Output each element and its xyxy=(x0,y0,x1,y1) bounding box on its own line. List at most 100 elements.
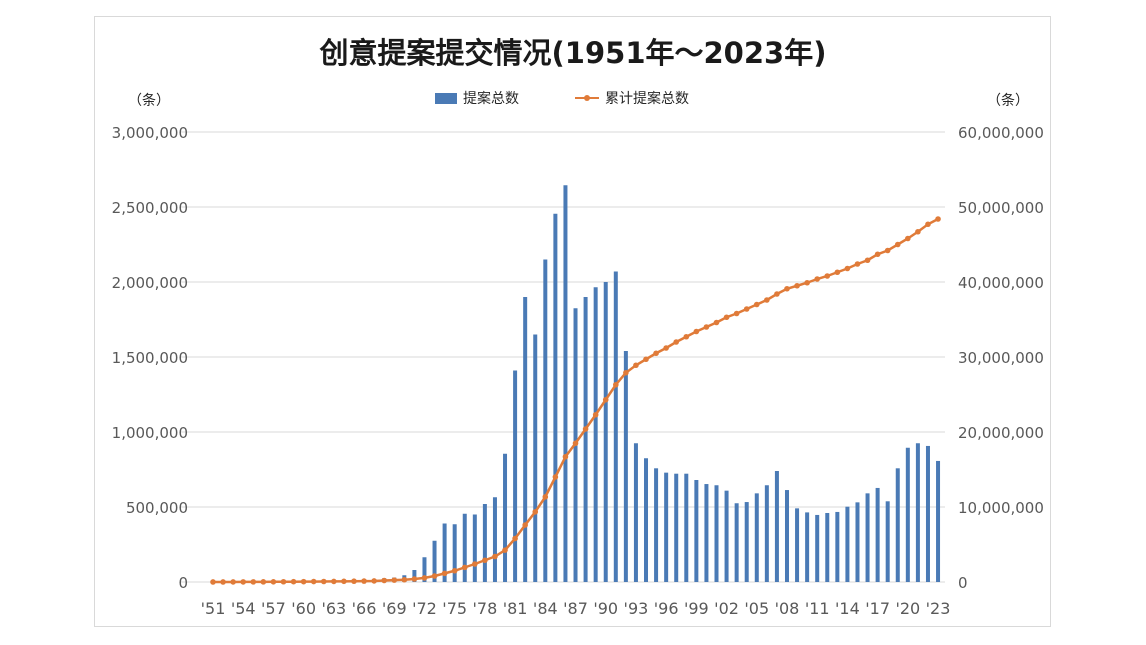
line-point xyxy=(633,362,639,369)
line-point xyxy=(421,575,428,581)
bar xyxy=(865,493,870,582)
line-point xyxy=(915,228,921,235)
line-point xyxy=(512,535,518,542)
line-point xyxy=(774,291,780,297)
line-point xyxy=(341,578,347,585)
line-point xyxy=(894,241,901,248)
line-point xyxy=(562,453,569,460)
line-point xyxy=(492,553,498,560)
x-tick-label: '84 xyxy=(533,599,558,618)
legend-item-line: 累计提案总数 xyxy=(575,88,689,108)
line-point xyxy=(794,282,800,289)
bar xyxy=(825,513,830,582)
line-point xyxy=(391,577,398,583)
bar xyxy=(644,458,649,582)
line-point xyxy=(723,314,730,321)
right-tick-label: 50,000,000 xyxy=(958,199,1044,217)
x-tick-label: '96 xyxy=(654,599,679,618)
line-point xyxy=(623,369,629,376)
line-point xyxy=(320,578,327,585)
line-point xyxy=(461,564,468,571)
line-point xyxy=(240,579,247,585)
bar xyxy=(915,443,920,582)
line-point xyxy=(230,579,236,585)
line-point xyxy=(804,279,810,286)
bar xyxy=(754,493,759,582)
bar-series xyxy=(211,185,941,582)
line-point xyxy=(733,310,740,317)
x-tick-label: '51 xyxy=(201,599,226,618)
bar xyxy=(694,480,699,582)
line-point xyxy=(552,474,559,480)
bar xyxy=(805,512,810,582)
bar xyxy=(583,297,588,582)
line-point xyxy=(935,216,941,222)
legend: 提案总数 累计提案总数 xyxy=(0,88,1146,108)
line-point xyxy=(864,257,871,264)
line-point xyxy=(814,276,820,282)
bar xyxy=(664,472,669,582)
line-point xyxy=(663,345,669,351)
legend-label-bar: 提案总数 xyxy=(463,91,519,107)
bar xyxy=(835,511,840,582)
legend-line-swatch-icon xyxy=(575,92,599,104)
x-tick-label: '78 xyxy=(473,599,498,618)
line-point xyxy=(824,273,831,279)
bar xyxy=(905,447,910,582)
line-point xyxy=(411,576,418,582)
legend-label-line: 累计提案总数 xyxy=(605,91,689,107)
x-tick-label: '63 xyxy=(321,599,346,618)
bar xyxy=(845,506,850,582)
line-point xyxy=(472,561,478,567)
bar xyxy=(764,485,769,582)
line-point xyxy=(743,306,750,312)
bar xyxy=(936,460,941,582)
bar xyxy=(523,297,528,582)
x-tick-label: '87 xyxy=(563,599,588,618)
x-tick-label: '14 xyxy=(835,599,860,618)
line-point xyxy=(834,269,841,276)
bar xyxy=(553,213,558,582)
bar xyxy=(513,370,518,582)
x-axis-ticks: '51 '54 '57 '60 '63 '66 '69 '72 '75 '78 '81 '84 '87 '… xyxy=(201,599,951,618)
line-point xyxy=(925,221,931,228)
x-tick-label: '17 xyxy=(865,599,890,618)
bar xyxy=(492,497,497,582)
chart-frame xyxy=(94,16,1051,627)
bar xyxy=(603,282,608,582)
line-point xyxy=(482,557,488,564)
x-tick-label: '20 xyxy=(895,599,920,618)
left-tick-label: 500,000 xyxy=(126,499,188,517)
right-tick-label: 0 xyxy=(958,574,968,592)
line-point xyxy=(693,328,700,335)
left-tick-label: 0 xyxy=(178,574,188,592)
x-tick-label: '81 xyxy=(503,599,528,618)
line-point xyxy=(441,570,448,577)
line-point xyxy=(300,578,307,585)
right-tick-label: 30,000,000 xyxy=(958,349,1044,367)
x-tick-label: '60 xyxy=(291,599,316,618)
line-point xyxy=(592,411,599,418)
legend-item-bar: 提案总数 xyxy=(435,88,519,108)
bar xyxy=(885,501,890,582)
x-tick-label: '08 xyxy=(775,599,800,618)
left-tick-label: 1,500,000 xyxy=(112,349,188,367)
bar xyxy=(855,502,860,582)
line-point xyxy=(532,509,539,515)
right-tick-label: 10,000,000 xyxy=(958,499,1044,517)
line-point xyxy=(280,578,287,585)
line-point xyxy=(753,301,760,308)
x-tick-label: '72 xyxy=(412,599,437,618)
x-tick-label: '11 xyxy=(805,599,830,618)
line-point xyxy=(884,247,891,254)
left-tick-label: 2,000,000 xyxy=(112,274,188,292)
bar xyxy=(503,453,508,582)
line-point xyxy=(290,578,297,585)
x-tick-label: '05 xyxy=(744,599,769,618)
line-point xyxy=(683,333,690,340)
line-point xyxy=(401,576,408,583)
bar xyxy=(895,468,900,582)
line-point xyxy=(371,578,377,584)
bar xyxy=(674,473,679,582)
